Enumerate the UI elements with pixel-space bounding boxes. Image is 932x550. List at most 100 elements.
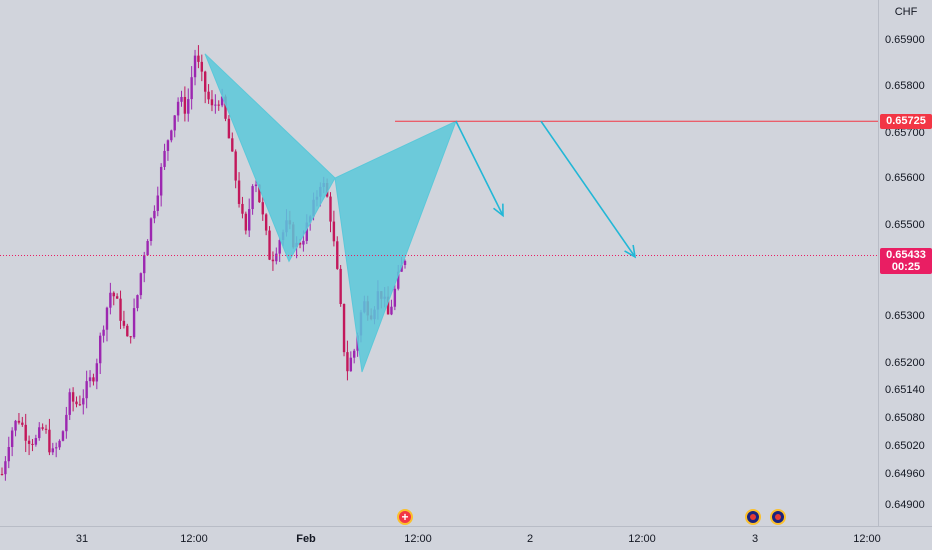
candle-body [187,99,190,114]
candle-body [203,71,207,92]
candle-body [237,180,241,204]
candle-body [166,140,170,151]
candle-body [75,401,78,405]
pattern-triangle-bcd [334,120,457,373]
candle-body [329,196,332,222]
candle-body [115,296,119,299]
switzerland-flag-icon[interactable]: + [397,509,413,525]
candle-body [393,288,397,307]
time-axis[interactable]: 31 12:00 Feb 12:00 2 12:00 3 12:00 [0,526,932,550]
candle-body [10,430,14,448]
candle-body [156,195,159,211]
candle-body [126,325,129,337]
price-tick-label: 0.65200 [885,357,925,369]
projection-arrow-head [624,244,637,259]
candle-body [386,296,390,315]
price-tick-label: 0.65140 [885,384,925,396]
candle-body [92,377,95,382]
candle-body [17,420,21,423]
candle-body [254,184,258,187]
candle-body [139,273,143,296]
candle-body [224,96,227,119]
candle-body [95,363,99,382]
candle-body [82,398,85,405]
candle-body [41,427,44,429]
price-tick-label: 0.65600 [885,172,925,184]
candle-body [173,115,176,131]
candle-body [21,422,24,425]
candle-body [275,253,278,262]
candle-body [122,320,126,326]
price-chart-plot[interactable] [0,0,878,526]
candle-body [227,118,231,139]
australia-flag-icon[interactable] [745,509,761,525]
time-tick-label: 2 [526,533,534,545]
price-axis[interactable]: CHF 0.65900 0.65800 0.65700 0.65600 0.65500 0… [878,0,932,526]
candle-body [78,404,82,406]
candle-body [129,336,132,338]
candle-body [68,392,71,415]
candle-body [193,55,197,78]
candle-body [397,271,400,289]
time-tick-label: 12:00 [180,533,208,545]
bar-countdown: 00:25 [891,261,921,274]
candle-body [170,130,173,141]
projection-arrow-shaft [455,120,504,216]
candle-body [31,443,34,445]
candle-body [268,230,271,260]
candle-body [48,429,51,453]
candle-body [207,91,210,100]
projection-arrow-shaft [540,120,636,258]
candle-body [349,357,353,372]
candle-body [38,427,41,439]
candle-body [332,221,336,242]
candle-body [302,240,305,245]
time-tick-label: Feb [296,533,316,545]
time-tick-label: 31 [75,533,89,545]
candle-body [27,440,31,444]
candle-body [14,420,17,431]
candle-body [99,335,102,364]
price-tick-label: 0.65800 [885,80,925,92]
candle-body [88,377,92,382]
australia-flag-icon[interactable] [770,509,786,525]
time-tick-label: 12:00 [853,533,881,545]
candle-body [34,438,38,445]
price-tick-label: 0.65700 [885,127,925,139]
candle-body [400,264,403,272]
candle-body [0,474,4,475]
price-tick-label: 0.65300 [885,310,925,322]
time-tick-label: 12:00 [628,533,656,545]
price-tick-label: 0.65500 [885,219,925,231]
projection-arrow-head [493,203,504,218]
candle-body [85,381,88,399]
candle-body [149,218,153,241]
candle-body [305,222,308,241]
candle-body [61,431,65,441]
candle-body [105,307,109,330]
candle-body [24,424,27,441]
candle-body [190,77,193,100]
candle-body [54,447,58,449]
candle-body [136,295,139,309]
target-price-tag: 0.65725 [880,113,932,129]
candle-body [163,150,166,167]
candle-body [251,186,254,210]
candle-body [44,428,48,430]
candle-body [7,447,10,462]
currency-label: CHF [894,6,918,18]
candle-body [234,151,237,181]
candle-body [58,440,61,448]
candle-body [65,414,68,432]
candle-body [71,392,75,402]
candle-body [109,292,112,308]
candle-body [261,202,264,215]
candle-body [146,240,149,256]
candle-body [278,240,281,254]
candle-body [200,61,204,72]
candle-body [248,209,251,231]
candle-body [342,304,346,353]
candle-body [336,241,339,269]
time-tick-label: 12:00 [404,533,432,545]
